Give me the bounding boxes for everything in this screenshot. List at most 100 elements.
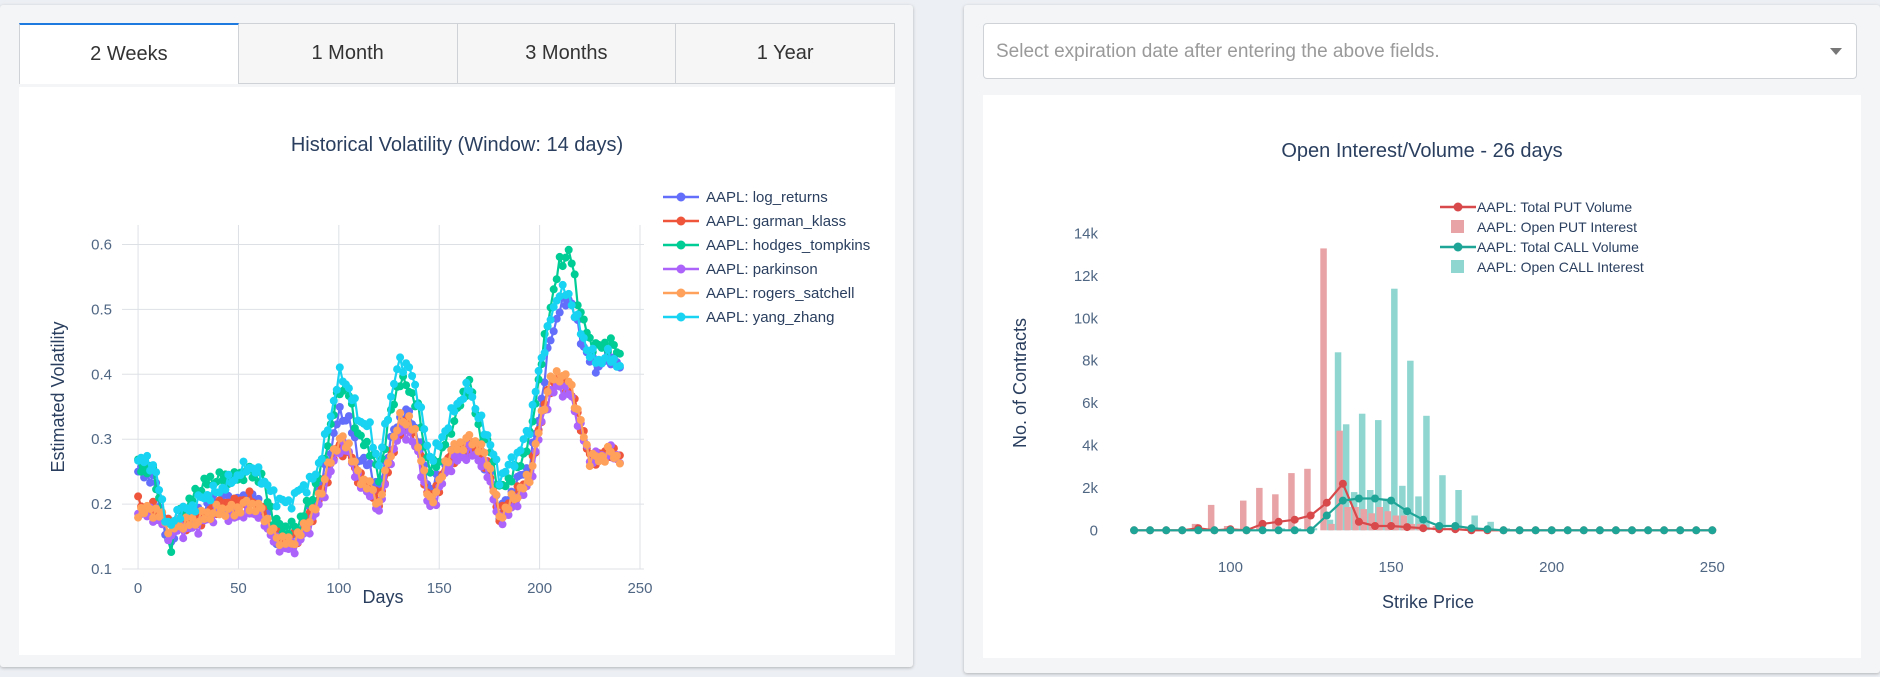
data-point [242,496,251,505]
data-point [362,437,371,446]
data-point [1435,522,1444,530]
y-tick-label: 8k [1082,353,1098,370]
data-point [522,447,531,456]
y-tick-label: 0.6 [91,236,112,253]
data-point [501,482,510,491]
data-point [188,513,197,522]
data-point [591,368,600,377]
data-point [215,510,224,519]
data-point [546,336,555,345]
data-point [1146,526,1155,535]
tab-3-months[interactable]: 3 Months [457,23,677,84]
data-point [146,478,155,487]
data-point [317,455,326,464]
data-point [323,442,332,451]
data-point [1387,496,1396,505]
data-point [399,368,408,377]
data-point [1338,496,1347,505]
data-point [408,389,417,398]
data-point [290,540,299,549]
data-point [486,464,495,473]
data-point [140,458,149,467]
tab-1-year[interactable]: 1 Year [676,23,895,84]
data-point [519,435,528,444]
data-point [375,461,383,470]
data-point [176,514,185,523]
x-tick-label: 50 [230,580,247,597]
legend-label: AAPL: log_returns [706,189,828,206]
volatility-chart-card: Historical Volatility (Window: 14 days) 0… [19,87,895,655]
legend-label: AAPL: yang_zhang [706,309,834,326]
call-interest-bar [1487,521,1494,531]
data-point [326,458,335,467]
data-point [576,416,585,424]
data-point [549,388,558,397]
data-point [227,500,236,509]
data-point [356,431,365,440]
data-point [218,476,227,485]
data-point [381,466,389,475]
data-point [579,433,588,442]
data-point [239,457,248,466]
put-interest-bar [1352,507,1359,531]
data-point [600,354,609,363]
data-point [320,475,329,484]
legend-swatch-marker [676,240,686,250]
data-point [477,462,486,471]
data-point [230,511,239,520]
volatility-chart[interactable]: Historical Volatility (Window: 14 days) 0… [19,87,895,655]
data-point [1371,522,1379,530]
data-point [453,445,462,454]
data-point [140,509,149,518]
data-point [221,512,230,520]
data-point [495,480,504,489]
y-axis-label: Estimated Volatility [48,321,68,472]
data-point [405,363,414,372]
data-point [305,518,314,527]
data-point [447,446,456,455]
data-point [284,533,293,542]
chart-legend: AAPL: Total PUT Volume AAPL: Open PUT Int… [1440,199,1644,275]
data-point [522,470,531,479]
data-point [1306,511,1315,520]
data-point [546,315,555,324]
data-point [420,466,429,475]
data-point [344,412,353,421]
chevron-down-icon[interactable] [1830,48,1842,55]
legend-label: AAPL: garman_klass [706,213,846,230]
data-point [353,466,362,475]
data-point [492,455,501,464]
call-interest-bar [1358,413,1366,531]
data-point [194,529,203,538]
data-point [585,462,594,471]
data-point [245,506,254,515]
expiration-date-select[interactable]: Select expiration date after entering th… [983,23,1857,79]
legend-swatch-marker [676,216,686,226]
legend-label: AAPL: Total PUT Volume [1477,199,1632,215]
data-point [447,467,456,476]
data-point [558,392,567,401]
data-point [1354,494,1363,503]
data-point [1579,526,1588,535]
data-point [332,385,341,394]
x-tick-label: 150 [427,580,452,597]
data-point [1274,526,1283,535]
put-interest-bar [1240,500,1247,531]
data-point [384,459,392,467]
data-point [459,394,468,403]
data-point [585,353,594,362]
data-point [393,426,402,435]
data-point [134,492,143,501]
open-interest-chart[interactable]: Open Interest/Volume - 26 days 0 2k 4k 6k 8k 1… [983,95,1861,658]
data-point [266,502,275,511]
x-tick-label: 0 [134,580,142,597]
data-point [417,456,426,465]
data-point [167,548,176,556]
data-point [414,443,423,452]
tab-2-weeks[interactable]: 2 Weeks [19,23,239,84]
put-interest-bar [1320,248,1327,531]
data-point [134,513,143,522]
tab-1-month[interactable]: 1 Month [238,23,458,84]
data-point [1242,526,1251,535]
legend-label: AAPL: hodges_tompkins [706,237,870,254]
